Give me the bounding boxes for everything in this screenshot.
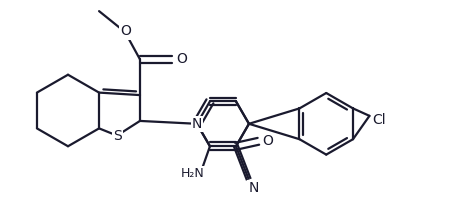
Text: O: O [262, 134, 273, 148]
Text: O: O [176, 52, 187, 66]
Text: N: N [192, 117, 202, 131]
Text: S: S [113, 129, 121, 143]
Text: O: O [120, 24, 131, 39]
Text: H₂N: H₂N [181, 167, 204, 180]
Text: N: N [248, 182, 259, 196]
Text: Cl: Cl [372, 113, 386, 127]
